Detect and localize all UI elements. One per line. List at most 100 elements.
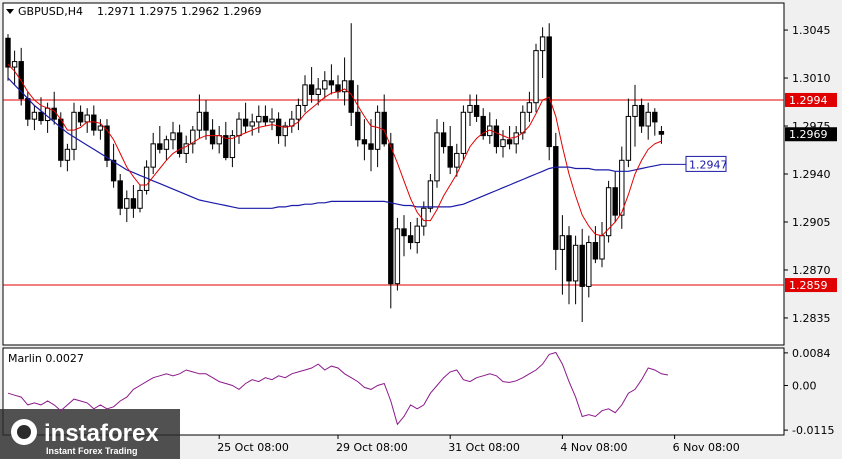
candle bbox=[427, 174, 434, 213]
level-price-tag bbox=[785, 92, 837, 107]
candle-body-bear bbox=[592, 242, 599, 260]
candle bbox=[110, 143, 117, 188]
candle bbox=[533, 43, 539, 113]
candle-body-bear bbox=[361, 139, 368, 145]
watermark-tagline: Instant Forex Trading bbox=[46, 446, 138, 456]
candle bbox=[196, 94, 203, 139]
current-price-text: 1.2969 bbox=[789, 128, 828, 141]
candle bbox=[262, 105, 269, 127]
candle-body-bear bbox=[381, 111, 387, 145]
candle bbox=[170, 121, 176, 150]
candle-body-bear bbox=[262, 115, 269, 123]
candle bbox=[619, 146, 625, 229]
candle-body-bear bbox=[447, 146, 453, 168]
candle-body-bull bbox=[170, 132, 176, 141]
candle-body-bear bbox=[388, 143, 394, 285]
candle-body-bear bbox=[77, 111, 84, 123]
candle-body-bear bbox=[242, 118, 249, 127]
candle bbox=[566, 226, 572, 305]
candle-body-bull bbox=[71, 111, 77, 150]
candle-body-bear bbox=[493, 125, 500, 148]
candle-body-bull bbox=[421, 207, 427, 227]
candle-body-bull bbox=[282, 125, 288, 137]
candle bbox=[526, 91, 533, 122]
candle bbox=[315, 78, 321, 106]
candle bbox=[467, 94, 473, 127]
candle bbox=[381, 94, 387, 147]
candle bbox=[645, 102, 651, 140]
candle-body-bull bbox=[216, 135, 222, 145]
candle bbox=[506, 126, 513, 150]
price-tick-label: 1.2835 bbox=[792, 312, 831, 325]
candle bbox=[176, 124, 183, 158]
fast-ma-line bbox=[7, 63, 662, 237]
candle-body-bear bbox=[110, 159, 117, 182]
current-price-tag bbox=[785, 127, 837, 142]
candle bbox=[454, 143, 460, 177]
candle-body-bull bbox=[236, 118, 242, 137]
candle bbox=[388, 132, 394, 309]
candle-body-bull bbox=[539, 36, 546, 52]
oscillator: 0.0084 0.00 -0.0115 bbox=[7, 347, 834, 437]
candle-body-bull bbox=[599, 235, 605, 260]
time-tick-label: 29 Oct 08:00 bbox=[336, 441, 408, 454]
candle bbox=[157, 126, 163, 154]
candle bbox=[500, 130, 506, 158]
candle bbox=[190, 126, 196, 154]
candle bbox=[572, 235, 579, 305]
candle-body-bear bbox=[348, 80, 354, 113]
candle-body-bull bbox=[190, 129, 196, 145]
ohlc-readout: 1.2971 1.2975 1.2962 1.2969 bbox=[97, 5, 261, 18]
candle-body-bull bbox=[645, 111, 651, 127]
candle bbox=[295, 98, 302, 131]
candle-body-bull bbox=[586, 242, 592, 287]
candle bbox=[460, 105, 467, 161]
candle bbox=[592, 226, 599, 264]
candle bbox=[348, 23, 354, 127]
candle-body-bear bbox=[480, 115, 486, 137]
moving-averages bbox=[7, 63, 662, 237]
candle-body-bear bbox=[553, 146, 559, 250]
dropdown-triangle-icon[interactable] bbox=[6, 9, 14, 14]
candle-body-bull bbox=[196, 111, 203, 131]
ma-callout-box bbox=[685, 155, 727, 172]
price-tick-label: 1.3045 bbox=[792, 24, 831, 37]
candle-body-bull bbox=[434, 132, 440, 182]
candle bbox=[302, 75, 308, 113]
candle-body-bear bbox=[473, 104, 480, 117]
candle-body-bear bbox=[203, 111, 209, 131]
candle bbox=[440, 121, 447, 154]
candle bbox=[341, 57, 348, 106]
candle-body-bull bbox=[124, 198, 130, 209]
candle bbox=[374, 105, 381, 168]
candle bbox=[368, 119, 374, 172]
candle-body-bear bbox=[579, 244, 585, 287]
candle-body-bear bbox=[638, 104, 645, 127]
candle-body-bull bbox=[454, 152, 460, 168]
candle bbox=[308, 67, 315, 103]
candle-body-bull bbox=[249, 121, 255, 127]
instaforex-watermark: instaforex Instant Forex Trading bbox=[0, 409, 180, 459]
candle bbox=[612, 171, 618, 222]
candle-body-bull bbox=[460, 111, 467, 154]
candle-body-bear bbox=[328, 80, 335, 86]
candle bbox=[652, 108, 658, 136]
candle-body-bull bbox=[467, 104, 473, 113]
candle bbox=[559, 215, 566, 295]
time-tick-label: 31 Oct 08:00 bbox=[448, 441, 520, 454]
candle bbox=[11, 50, 18, 85]
watermark-logo-inner bbox=[17, 425, 31, 439]
candle bbox=[586, 235, 592, 298]
time-tick-label: 25 Oct 08:00 bbox=[217, 441, 289, 454]
candle bbox=[361, 119, 368, 161]
candle bbox=[130, 184, 137, 218]
candle-body-bull bbox=[84, 114, 90, 123]
candle-body-bull bbox=[269, 118, 275, 123]
candle bbox=[97, 119, 104, 140]
candle-body-bull bbox=[394, 228, 401, 285]
candle bbox=[275, 112, 282, 144]
candle-body-bull bbox=[526, 102, 533, 113]
slow-ma-line bbox=[7, 77, 662, 209]
level-price-tag bbox=[785, 278, 837, 293]
